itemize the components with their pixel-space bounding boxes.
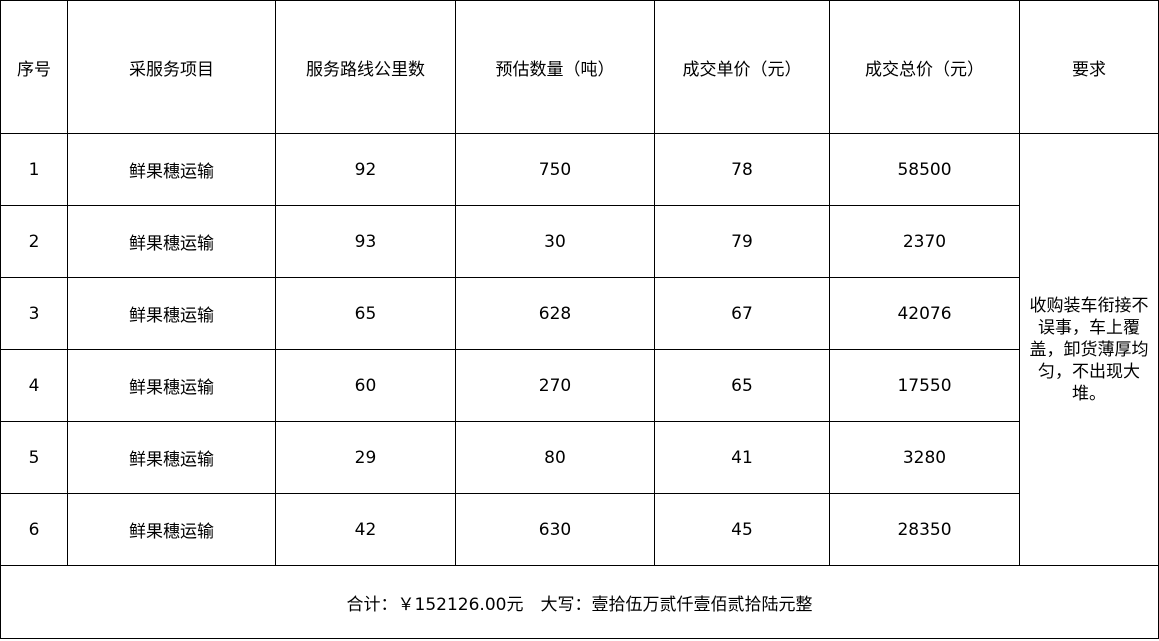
cell: 1: [0, 133, 68, 206]
cell: 67: [654, 277, 830, 350]
cell: 2: [0, 205, 68, 278]
total-row: 合计：￥152126.00元 大写：壹拾伍万贰仟壹佰贰拾陆元整: [0, 565, 1159, 639]
cell: 3: [0, 277, 68, 350]
cell: 2370: [829, 205, 1020, 278]
table-row: 1 鲜果穗运输 92 750 78 58500 收购装车衔接不误事，车上覆盖，卸…: [0, 133, 1159, 566]
cell: 78: [654, 133, 830, 206]
cell: 鲜果穗运输: [67, 421, 276, 494]
header-cell: 序号: [0, 0, 68, 134]
header-cell: 采服务项目: [67, 0, 276, 134]
cell: 65: [275, 277, 456, 350]
cell: 28350: [829, 493, 1020, 566]
cell: 3280: [829, 421, 1020, 494]
requirement-cell: 收购装车衔接不误事，车上覆盖，卸货薄厚均匀，不出现大堆。: [1019, 133, 1159, 566]
cell: 30: [455, 205, 655, 278]
cell: 鲜果穗运输: [67, 493, 276, 566]
table-row: 6 鲜果穗运输 42 630 45 28350: [0, 493, 1159, 566]
cell: 45: [654, 493, 830, 566]
cell: 92: [275, 133, 456, 206]
cell: 42: [275, 493, 456, 566]
cell: 93: [275, 205, 456, 278]
cell: 5: [0, 421, 68, 494]
cell: 17550: [829, 349, 1020, 422]
cell: 65: [654, 349, 830, 422]
header-row: 序号 采服务项目 服务路线公里数 预估数量（吨） 成交单价（元） 成交总价（元）…: [0, 0, 1159, 134]
cell: 628: [455, 277, 655, 350]
header-cell: 成交总价（元）: [829, 0, 1020, 134]
header-cell: 成交单价（元）: [654, 0, 830, 134]
cell: 29: [275, 421, 456, 494]
header-cell: 预估数量（吨）: [455, 0, 655, 134]
cell: 750: [455, 133, 655, 206]
cell: 鲜果穗运输: [67, 133, 276, 206]
cell: 鲜果穗运输: [67, 277, 276, 350]
cell: 60: [275, 349, 456, 422]
header-cell: 服务路线公里数: [275, 0, 456, 134]
cell: 270: [455, 349, 655, 422]
cell: 4: [0, 349, 68, 422]
header-cell: 要求: [1019, 0, 1159, 134]
cell: 630: [455, 493, 655, 566]
cell: 鲜果穗运输: [67, 349, 276, 422]
cell: 41: [654, 421, 830, 494]
table-row: 2 鲜果穗运输 93 30 79 2370: [0, 205, 1159, 278]
total-cell: 合计：￥152126.00元 大写：壹拾伍万贰仟壹佰贰拾陆元整: [0, 565, 1159, 639]
cell: 58500: [829, 133, 1020, 206]
cell: 79: [654, 205, 830, 278]
cell: 80: [455, 421, 655, 494]
table-row: 4 鲜果穗运输 60 270 65 17550: [0, 349, 1159, 422]
cell: 42076: [829, 277, 1020, 350]
table-row: 5 鲜果穗运输 29 80 41 3280: [0, 421, 1159, 494]
cell: 鲜果穗运输: [67, 205, 276, 278]
cell: 6: [0, 493, 68, 566]
table-row: 3 鲜果穗运输 65 628 67 42076: [0, 277, 1159, 350]
